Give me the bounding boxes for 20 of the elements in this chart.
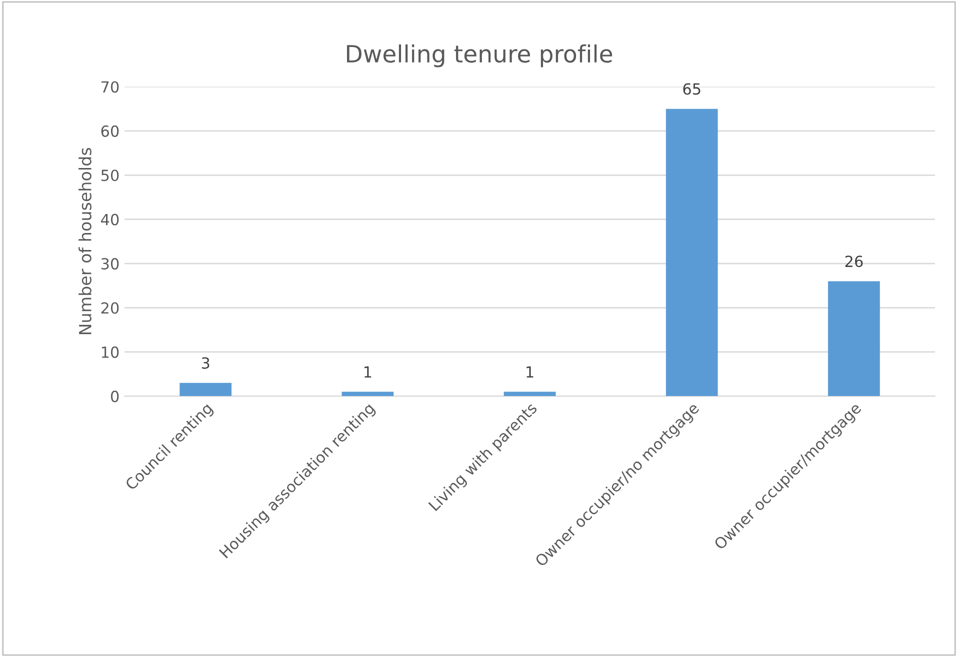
y-tick-label: 50 (101, 170, 119, 182)
data-label: 3 (202, 357, 210, 369)
data-label: 1 (526, 366, 534, 378)
data-label: 65 (683, 83, 700, 95)
y-tick-label: 10 (102, 346, 119, 358)
y-axis-title: Number of households (78, 148, 92, 334)
y-tick-label: 60 (101, 125, 119, 137)
chart-title: Dwelling tenure profile (346, 44, 612, 68)
bar (504, 392, 556, 396)
y-tick-label: 40 (100, 214, 119, 226)
bar (666, 108, 718, 396)
y-tick-label: 0 (110, 390, 119, 402)
bar (342, 392, 394, 396)
y-tick-label: 20 (101, 302, 119, 314)
y-tick-label: 30 (101, 258, 119, 270)
bar (828, 281, 880, 396)
bar (180, 382, 232, 396)
data-label: 1 (364, 366, 372, 378)
data-label: 26 (845, 256, 863, 268)
y-tick-label: 70 (101, 81, 119, 93)
